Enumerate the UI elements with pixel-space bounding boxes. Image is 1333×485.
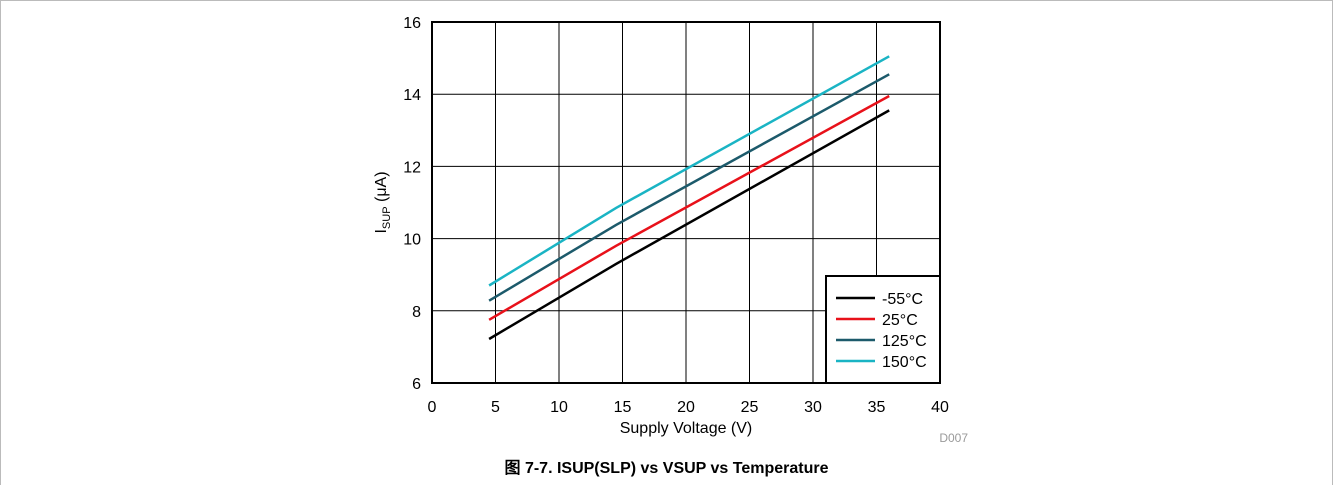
figure-caption: 图 7-7. ISUP(SLP) vs VSUP vs Temperature <box>504 460 829 477</box>
y-axis-label-subscript: SUP <box>381 206 393 229</box>
legend-items: -55°C 25°C 125°C 150°C <box>836 291 927 371</box>
series-line-1 <box>488 94 890 321</box>
x-tick-label-3: 15 <box>614 399 632 416</box>
series-line-3 <box>488 55 890 287</box>
legend: -55°C 25°C 125°C 150°C <box>825 275 941 384</box>
legend-label-1: 25°C <box>882 312 918 329</box>
plot-border <box>431 21 941 384</box>
y-tick-label-2: 10 <box>403 232 421 249</box>
x-tick-label-6: 30 <box>804 399 822 416</box>
series-line-0 <box>488 109 890 341</box>
series-group <box>488 55 890 341</box>
x-tick-label-2: 10 <box>550 399 568 416</box>
x-tick-label-7: 35 <box>868 399 886 416</box>
y-tick-label-4: 14 <box>403 87 421 104</box>
y-tick-label-5: 16 <box>403 15 421 32</box>
legend-box <box>825 275 941 384</box>
y-axis-label-main: I <box>373 229 390 233</box>
y-tick-labels: 6 8 10 12 14 16 <box>403 15 421 393</box>
x-tick-label-8: 40 <box>931 399 949 416</box>
x-tick-label-4: 20 <box>677 399 695 416</box>
y-axis-label: ISUP (μA) <box>373 171 393 233</box>
legend-label-3: 150°C <box>882 354 927 371</box>
y-axis-label-unit: (μA) <box>373 171 390 206</box>
x-tick-labels: 0 5 10 15 20 25 30 35 40 <box>428 399 949 416</box>
y-tick-label-0: 6 <box>412 376 421 393</box>
x-tick-label-5: 25 <box>741 399 759 416</box>
y-tick-label-3: 12 <box>403 159 421 176</box>
legend-label-0: -55°C <box>882 291 923 308</box>
legend-label-2: 125°C <box>882 333 927 350</box>
x-tick-label-0: 0 <box>428 399 437 416</box>
y-tick-label-1: 8 <box>412 304 421 321</box>
series-line-2 <box>488 73 890 302</box>
figure-code: D007 <box>939 431 968 445</box>
x-tick-label-1: 5 <box>491 399 500 416</box>
x-axis-label: Supply Voltage (V) <box>620 420 753 437</box>
